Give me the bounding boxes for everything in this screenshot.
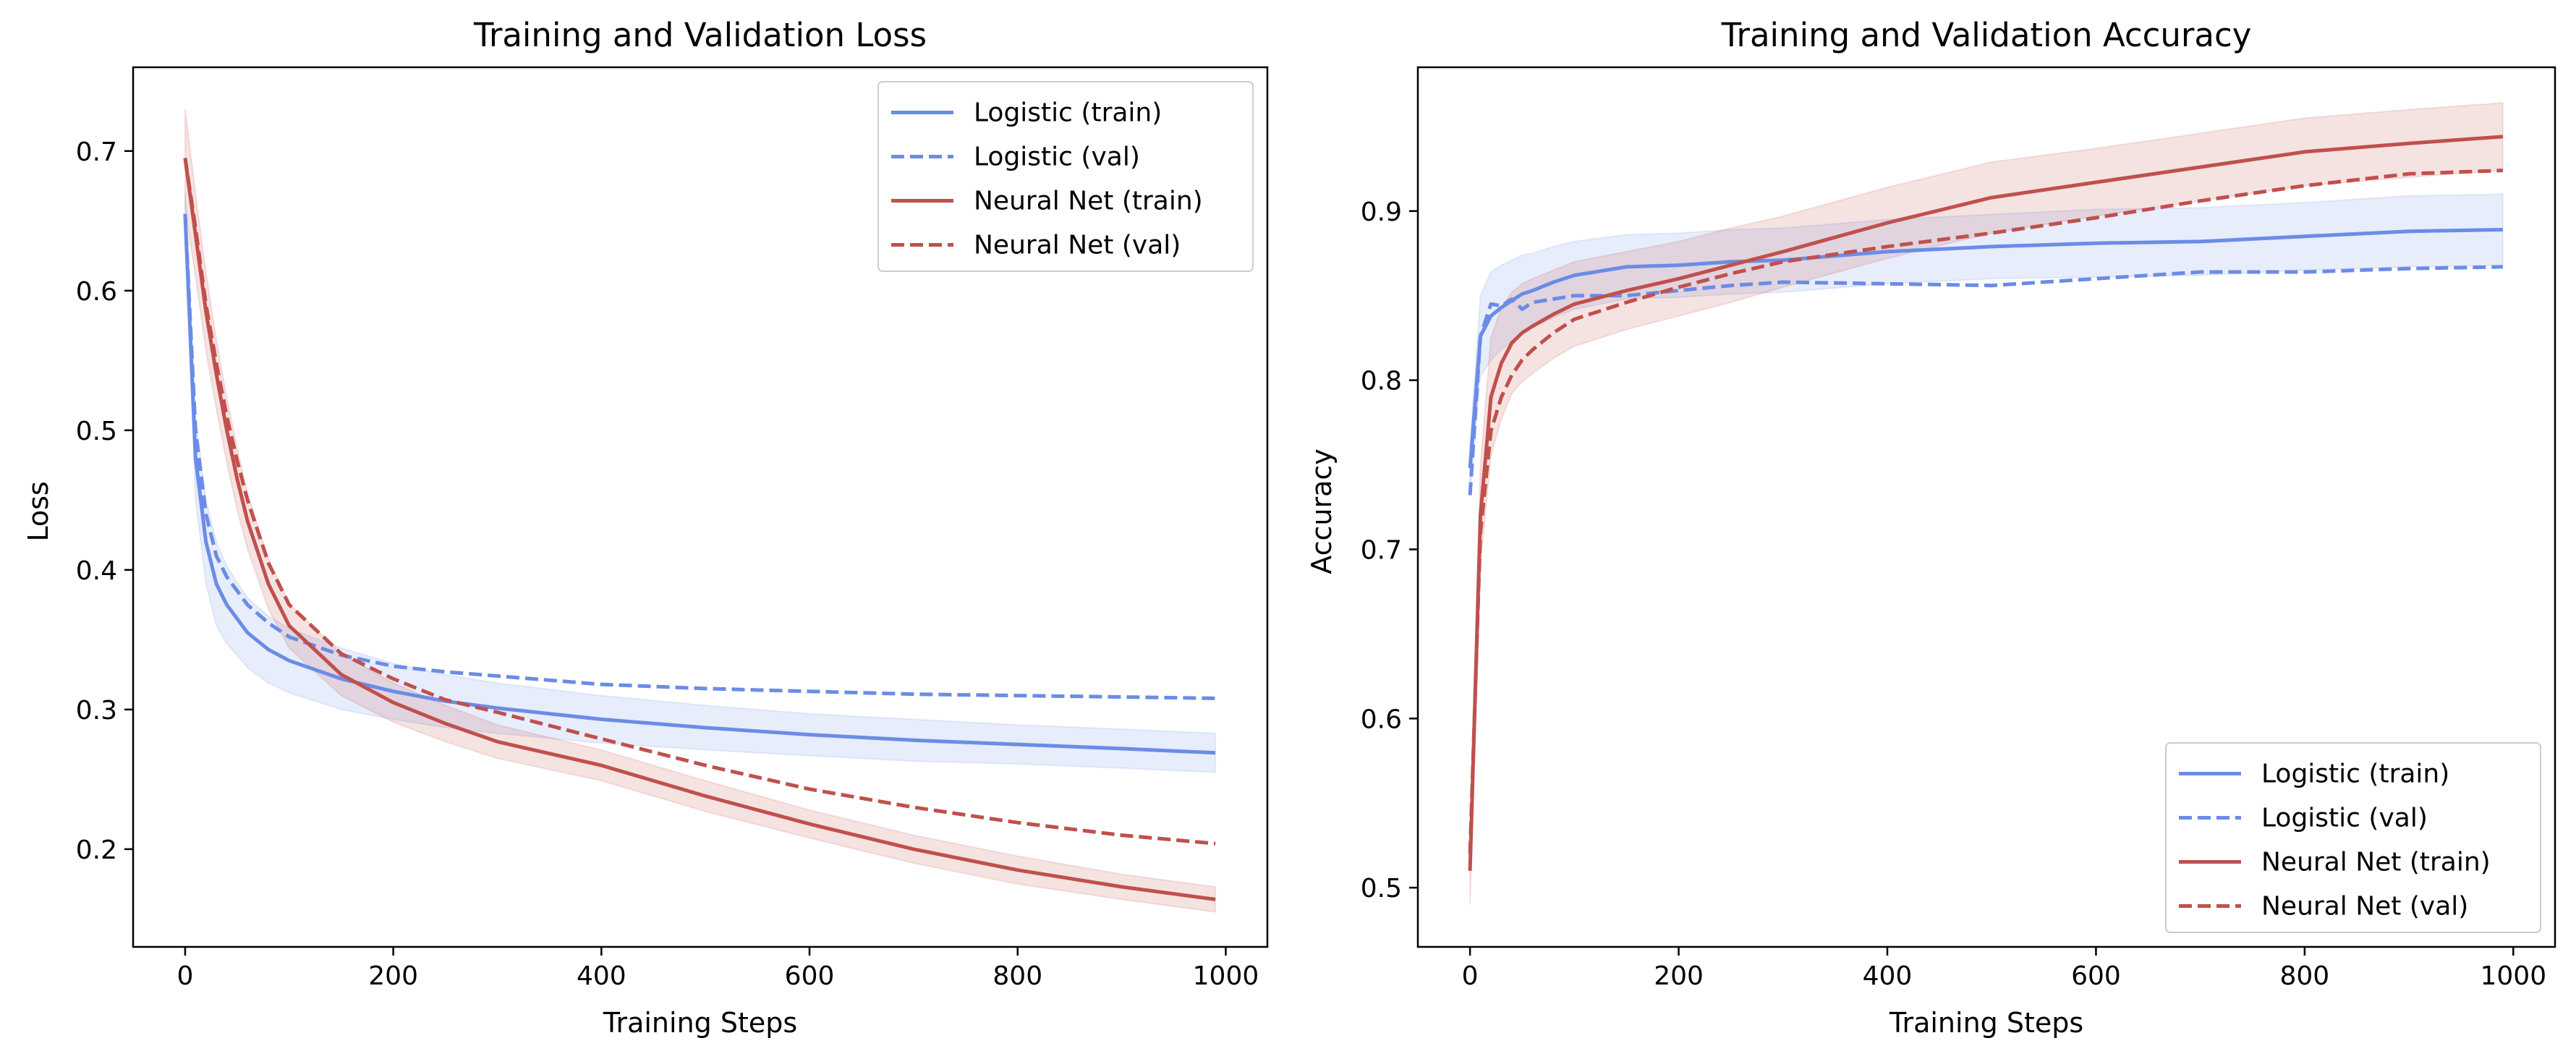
accuracy-x-tick-label: 1000 <box>2480 961 2546 991</box>
loss-y-tick-label: 0.2 <box>76 835 117 865</box>
loss-series-line-1 <box>183 213 1216 700</box>
loss-chart-title: Training and Validation Loss <box>473 16 927 54</box>
loss-y-tick-label: 0.3 <box>76 696 117 726</box>
loss-legend: Logistic (train) Logistic (val) Neural Net… <box>877 81 1254 272</box>
accuracy-x-tick-label: 200 <box>1654 961 1704 991</box>
accuracy-x-tick-label: 800 <box>2280 961 2330 991</box>
loss-x-tick-label: 200 <box>368 961 418 991</box>
loss-series-line-0 <box>183 213 1216 755</box>
accuracy-plot-area: 0 200 400 600 800 1000 0.5 0.6 0.7 0.8 0.9 Logistic… <box>1361 66 2556 991</box>
loss-legend-label: Logistic (val) <box>974 143 1140 172</box>
accuracy-axes-frame <box>1416 66 2556 948</box>
accuracy-chart-title: Training and Validation Accuracy <box>1721 16 2252 54</box>
accuracy-legend-label: Neural Net (val) <box>2261 892 2468 922</box>
accuracy-y-tick-label: 0.5 <box>1361 874 1402 903</box>
accuracy-series-line-2 <box>1468 135 2504 871</box>
loss-x-tick-label: 800 <box>992 961 1042 991</box>
accuracy-legend-box <box>2165 742 2541 933</box>
loss-chart: 0 200 400 600 800 1000 0.2 0.3 0.4 0.5 0.6 0.7 Logis… <box>22 16 1269 1039</box>
loss-series-line-2 <box>183 158 1216 901</box>
accuracy-x-tick-label: 600 <box>2071 961 2121 991</box>
loss-legend-label: Neural Net (val) <box>974 231 1181 260</box>
loss-x-tick-label: 1000 <box>1193 961 1259 991</box>
accuracy-chart: 0 200 400 600 800 1000 0.5 0.6 0.7 0.8 0.9 Logistic… <box>1306 16 2556 1039</box>
loss-legend-label: Neural Net (train) <box>974 187 1203 216</box>
loss-y-tick-label: 0.5 <box>76 417 117 446</box>
loss-band-0 <box>184 192 1217 773</box>
accuracy-y-tick-label: 0.6 <box>1361 705 1402 734</box>
loss-x-axis-label: Training Steps <box>603 1007 797 1039</box>
loss-x-tick-label: 400 <box>577 961 626 991</box>
accuracy-legend-label: Logistic (val) <box>2261 804 2428 833</box>
accuracy-y-tick-label: 0.7 <box>1361 535 1402 565</box>
accuracy-y-axis-label: Accuracy <box>1306 448 1338 574</box>
accuracy-x-axis-label: Training Steps <box>1889 1007 2083 1039</box>
loss-axes-frame <box>132 66 1269 948</box>
loss-y-tick-label: 0.7 <box>76 137 117 167</box>
loss-y-tick-label: 0.6 <box>76 277 117 307</box>
accuracy-series-line-3 <box>1468 169 2503 854</box>
loss-series-line-3 <box>183 158 1216 846</box>
loss-x-tick-label: 600 <box>785 961 835 991</box>
accuracy-y-tick-label: 0.9 <box>1361 197 1402 227</box>
accuracy-x-tick-label: 400 <box>1863 961 1913 991</box>
loss-y-axis-label: Loss <box>22 481 54 541</box>
accuracy-band-0 <box>1469 193 2504 494</box>
loss-legend-label: Logistic (train) <box>974 98 1162 128</box>
loss-y-tick-label: 0.4 <box>76 556 117 586</box>
loss-legend-box <box>877 81 1254 272</box>
loss-plot-area: 0 200 400 600 800 1000 0.2 0.3 0.4 0.5 0.6 0.7 Logis… <box>76 66 1269 991</box>
accuracy-legend-label: Logistic (train) <box>2261 760 2449 789</box>
accuracy-legend: Logistic (train) Logistic (val) Neural Net… <box>2165 742 2541 933</box>
accuracy-x-tick-label: 0 <box>1462 961 1479 991</box>
loss-x-tick-label: 0 <box>177 961 193 991</box>
accuracy-series-line-0 <box>1468 228 2503 469</box>
accuracy-y-tick-label: 0.8 <box>1361 367 1402 396</box>
accuracy-legend-label: Neural Net (train) <box>2261 848 2491 877</box>
